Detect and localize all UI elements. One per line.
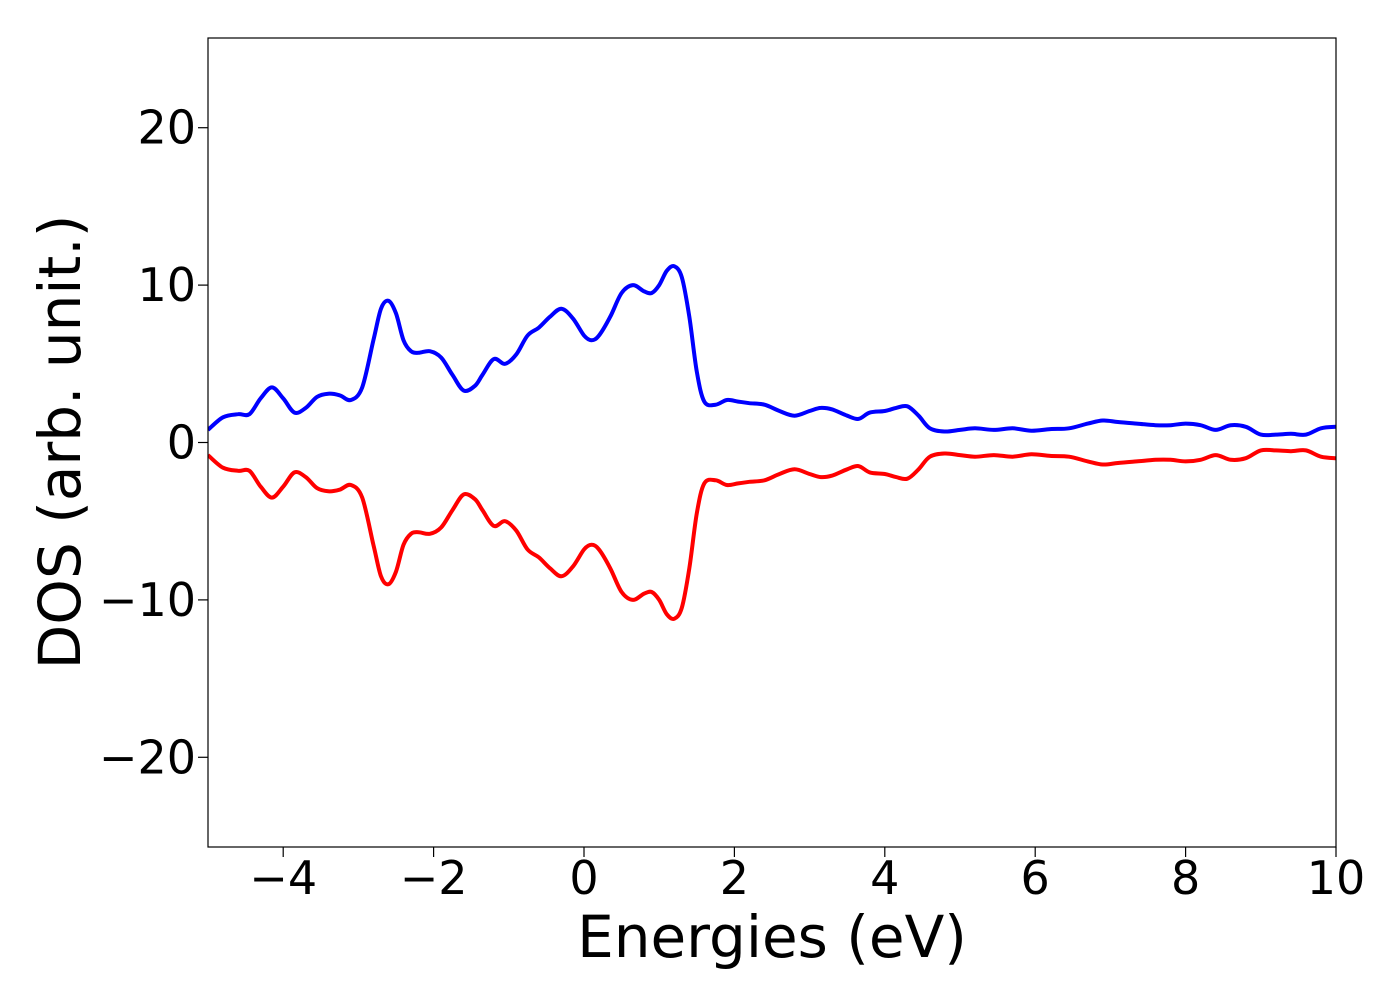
y-tick-label: 10 <box>137 258 196 312</box>
y-axis-label: DOS (arb. unit.) <box>26 215 94 670</box>
x-tick-label: 6 <box>1021 851 1050 905</box>
series-layer <box>208 263 1336 622</box>
x-tick-label: 0 <box>569 851 598 905</box>
y-tick-label: 20 <box>137 101 196 155</box>
x-tick-label: 4 <box>870 851 899 905</box>
y-tick-label: −20 <box>99 730 196 784</box>
y-tick-label: 0 <box>167 416 196 470</box>
x-tick-label: −4 <box>249 851 317 905</box>
plot-frame <box>207 37 1337 848</box>
x-tick-label: −2 <box>400 851 468 905</box>
x-tick-label: 8 <box>1171 851 1200 905</box>
series-line-2 <box>208 447 1336 622</box>
series-line-1 <box>208 263 1336 438</box>
x-tick-label: 10 <box>1307 851 1366 905</box>
y-tick-label: −10 <box>99 573 196 627</box>
x-axis-label: Energies (eV) <box>577 903 967 971</box>
x-tick-label: 2 <box>720 851 749 905</box>
